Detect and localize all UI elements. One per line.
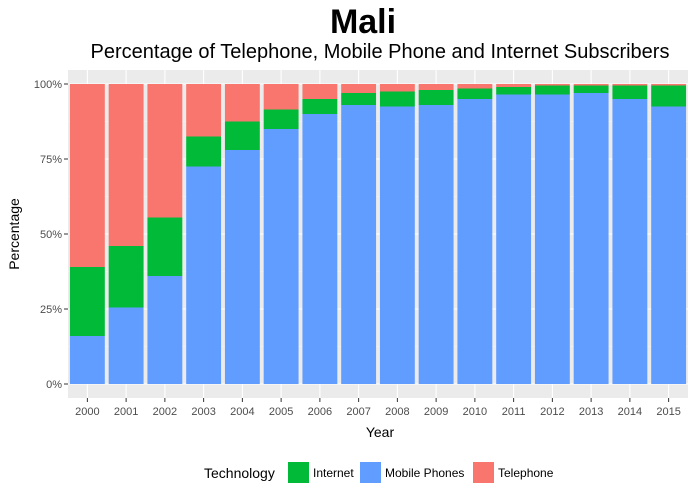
bar-mobile-phones-2004 (224, 150, 260, 384)
bar-internet-2015 (651, 85, 687, 107)
y-tick-label: 25% (40, 304, 62, 316)
bar-telephone-2008 (379, 84, 415, 92)
x-tick-label: 2006 (308, 406, 332, 418)
bar-telephone-2006 (302, 84, 338, 99)
y-axis: 0% 25% 50% 75% 100% (34, 79, 68, 391)
x-tick-label: 2003 (191, 406, 215, 418)
y-tick-label: 100% (34, 79, 62, 91)
bar-internet-2006 (302, 99, 338, 114)
bar-internet-2005 (263, 109, 299, 129)
bar-internet-2009 (418, 90, 454, 105)
x-tick-label: 2009 (424, 406, 448, 418)
x-tick-label: 2011 (502, 406, 526, 418)
x-tick-label: 2002 (153, 406, 177, 418)
x-axis: 2000 2001 2002 2003 2004 2005 2006 2007 2008 2009… (75, 398, 681, 418)
bar-mobile-phones-2010 (457, 99, 493, 384)
bar-internet-2012 (534, 85, 570, 95)
legend-swatch-mobile-phones (360, 462, 381, 483)
bar-internet-2010 (457, 88, 493, 99)
x-tick-label: 2008 (385, 406, 409, 418)
bar-mobile-phones-2011 (496, 94, 532, 384)
bar-internet-2001 (108, 246, 144, 308)
bar-internet-2007 (341, 93, 377, 105)
bar-telephone-2001 (108, 84, 144, 246)
bar-telephone-2011 (496, 84, 532, 87)
bar-mobile-phones-2012 (534, 94, 570, 384)
bar-telephone-2007 (341, 84, 377, 93)
bar-telephone-2003 (186, 84, 222, 137)
bar-mobile-phones-2002 (147, 276, 183, 384)
bar-mobile-phones-2009 (418, 105, 454, 384)
y-axis-title: Percentage (6, 198, 22, 270)
bar-telephone-2012 (534, 84, 570, 86)
x-tick-label: 2010 (463, 406, 487, 418)
legend-title: Technology (204, 465, 275, 481)
bar-internet-2014 (612, 85, 648, 99)
bar-mobile-phones-2003 (186, 166, 222, 384)
y-tick-label: 50% (40, 229, 62, 241)
legend-swatch-internet (288, 462, 309, 483)
x-tick-label: 2004 (230, 406, 254, 418)
bar-mobile-phones-2000 (69, 336, 105, 384)
bar-mobile-phones-2001 (108, 307, 144, 384)
x-tick-label: 2015 (656, 406, 680, 418)
bar-mobile-phones-2015 (651, 106, 687, 384)
legend-swatch-telephone (473, 462, 494, 483)
bar-mobile-phones-2008 (379, 106, 415, 384)
x-tick-label: 2005 (269, 406, 293, 418)
bar-mobile-phones-2007 (341, 105, 377, 384)
x-tick-label: 2001 (114, 406, 138, 418)
bars (69, 84, 687, 384)
bar-internet-2011 (496, 87, 532, 95)
legend: Technology Internet Mobile Phones Telephon… (204, 462, 554, 483)
bar-telephone-2009 (418, 84, 454, 90)
bar-internet-2013 (573, 85, 609, 93)
y-tick-label: 0% (46, 379, 62, 391)
bar-internet-2004 (224, 121, 260, 150)
legend-label-telephone: Telephone (498, 466, 554, 480)
bar-telephone-2000 (69, 84, 105, 267)
x-tick-label: 2014 (618, 406, 642, 418)
x-tick-label: 2012 (540, 406, 564, 418)
bar-telephone-2015 (651, 84, 687, 86)
bar-mobile-phones-2013 (573, 93, 609, 384)
legend-label-mobile-phones: Mobile Phones (385, 466, 464, 480)
x-tick-label: 2007 (346, 406, 370, 418)
x-axis-title: Year (366, 424, 395, 440)
x-tick-label: 2000 (75, 406, 99, 418)
bar-mobile-phones-2005 (263, 129, 299, 384)
bar-telephone-2013 (573, 84, 609, 86)
y-tick-label: 75% (40, 154, 62, 166)
x-tick-label: 2013 (579, 406, 603, 418)
bar-internet-2000 (69, 267, 105, 336)
bar-internet-2003 (186, 136, 222, 167)
bar-telephone-2014 (612, 84, 648, 86)
legend-label-internet: Internet (313, 466, 354, 480)
chart-subtitle: Percentage of Telephone, Mobile Phone an… (91, 41, 670, 63)
bar-telephone-2005 (263, 84, 299, 110)
bar-telephone-2004 (224, 84, 260, 122)
bar-internet-2008 (379, 91, 415, 107)
chart-title: Mali (330, 3, 396, 41)
bar-internet-2002 (147, 217, 183, 276)
bar-telephone-2010 (457, 84, 493, 89)
bar-mobile-phones-2006 (302, 114, 338, 384)
bar-mobile-phones-2014 (612, 99, 648, 384)
bar-telephone-2002 (147, 84, 183, 218)
